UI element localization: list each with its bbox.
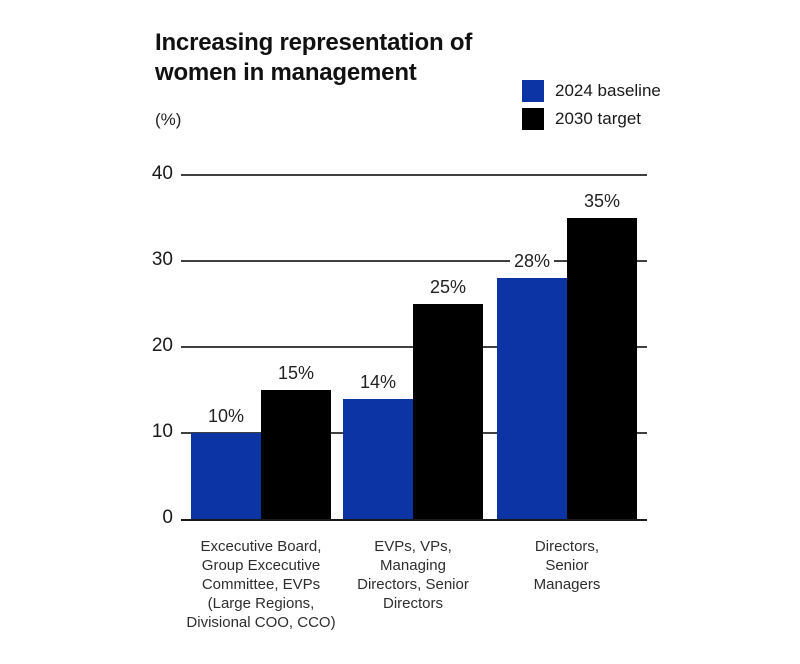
y-tick-label-30: 30	[151, 249, 173, 270]
category-label-line: Group Excecutive	[201, 557, 321, 574]
gridline-40	[181, 174, 647, 176]
category-label-line: Committee, EVPs	[201, 576, 321, 593]
category-label-line: Senior	[545, 557, 589, 574]
y-axis-unit-label: (%)	[155, 110, 182, 129]
legend-item-2024-baseline: 2024 baseline	[522, 80, 661, 102]
category-label-line: (Large Regions,	[207, 595, 315, 612]
bar-group2-2024-baseline	[343, 398, 413, 519]
gridline-30	[181, 260, 647, 262]
bar-value-label-group2-baseline: 14%	[355, 371, 401, 393]
category-label-line: EVPs, VPs,	[374, 538, 452, 555]
category-label-1: Excecutive Board, Group Excecutive Committ…	[171, 537, 351, 632]
category-label-line: Excecutive Board,	[200, 538, 322, 555]
plot-area: 0 10 20 30 40 10% 14% 28% 15% 25% 35% Excecutive Bo…	[152, 163, 647, 631]
bar-value-label-group3-baseline: 28%	[509, 251, 555, 273]
category-label-2: EVPs, VPs, Managing Directors, Senior Direc…	[323, 537, 503, 613]
category-label-line: Divisional COO, CCO)	[186, 614, 336, 631]
bar-group3-2024-baseline	[497, 278, 567, 519]
chart-title-line1: Increasing representation of	[155, 29, 473, 56]
y-tick-label-20: 20	[151, 335, 173, 356]
legend-swatch-2030-target	[522, 108, 544, 130]
y-tick-label-0: 0	[162, 507, 173, 528]
category-label-line: Directors, Senior	[357, 576, 469, 593]
bar-group2-2030-target	[413, 304, 483, 519]
category-label-3: Directors, Senior Managers	[477, 537, 657, 594]
bar-value-label-group1-target: 15%	[273, 363, 319, 384]
category-label-line: Managers	[533, 576, 601, 593]
category-label-line: Managing	[380, 557, 446, 574]
legend-swatch-2024-baseline	[522, 80, 544, 102]
chart-title-line2: women in management	[155, 59, 417, 86]
y-tick-label-10: 10	[151, 421, 173, 442]
y-tick-label-40: 40	[151, 163, 173, 184]
bar-group1-2024-baseline	[191, 433, 261, 519]
bar-value-label-group1-baseline: 10%	[203, 406, 249, 427]
chart-title: Increasing representation of women in ma…	[155, 28, 472, 88]
bar-group3-2030-target	[567, 218, 637, 519]
category-label-line: Directors	[382, 595, 443, 612]
bar-value-label-group3-target: 35%	[579, 191, 625, 212]
bar-value-label-group2-target: 25%	[425, 277, 471, 298]
category-label-line: Directors,	[534, 538, 600, 555]
legend-label-2030-target: 2030 target	[555, 109, 642, 128]
legend-label-2024-baseline: 2024 baseline	[555, 81, 661, 100]
legend-item-2030-target: 2030 target	[522, 108, 661, 130]
bar-group1-2030-target	[261, 390, 331, 519]
legend: 2024 baseline 2030 target	[522, 80, 661, 136]
